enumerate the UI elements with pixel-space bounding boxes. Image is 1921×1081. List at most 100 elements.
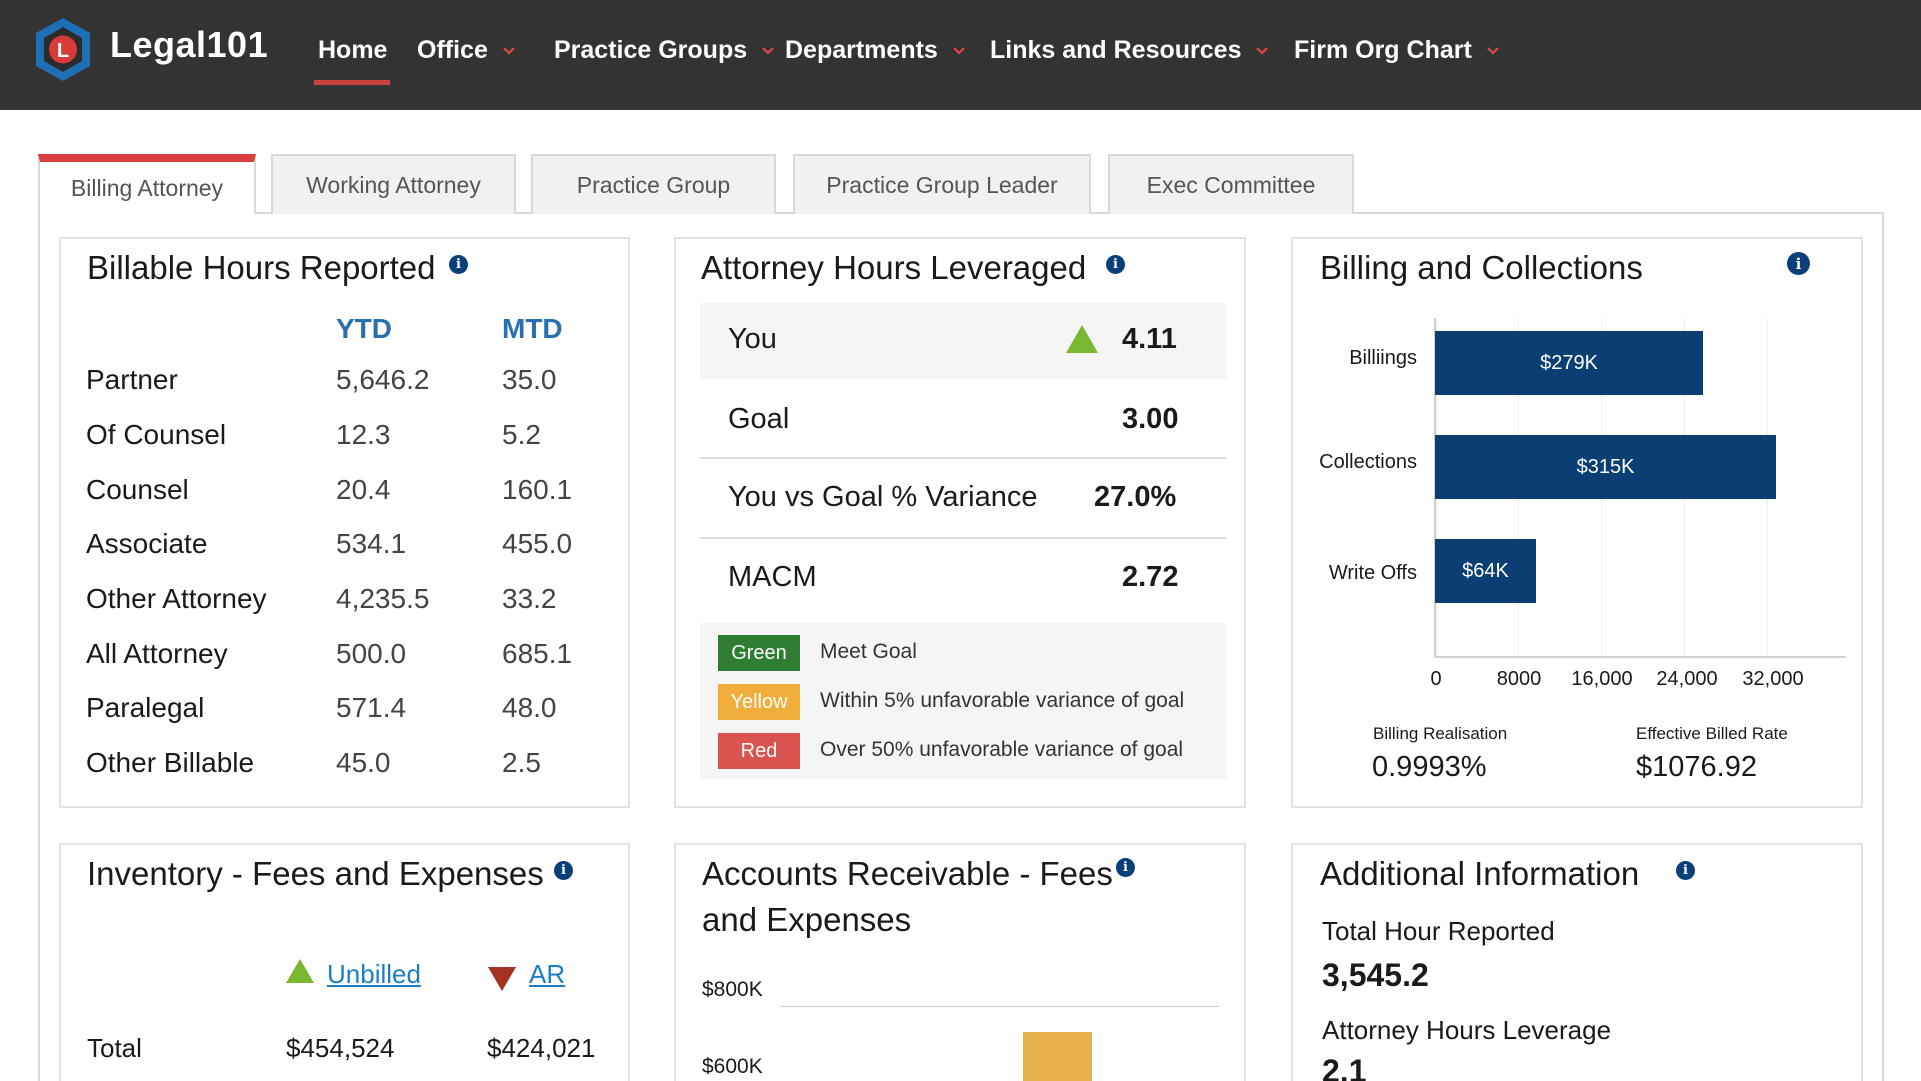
info-icon[interactable]: i [1116,858,1135,877]
row-label-other-attorney: Other Attorney [86,583,267,614]
bar-billings[interactable]: $279K [1435,331,1703,395]
leverage-value-you: 4.11 [1122,323,1177,355]
billing-collections-title: Billing and Collections [1320,249,1643,286]
brand-name[interactable]: Legal101 [110,24,269,65]
total-unbilled: $454,524 [286,1033,395,1063]
other-billable-mtd: 2.5 [502,747,541,778]
x-axis-line [1434,656,1846,658]
additional-info-title: Additional Information [1320,855,1640,892]
associate-mtd: 455.0 [502,528,573,559]
info-icon[interactable]: i [1676,861,1695,880]
nav-home[interactable]: Home [318,36,388,64]
counsel-mtd: 160.1 [502,474,573,505]
total-label: Total [87,1033,142,1063]
paralegal-mtd: 48.0 [502,692,557,723]
all-attorney-ytd: 500.0 [336,638,407,669]
other-attorney-ytd: 4,235.5 [336,583,430,614]
row-label-paralegal: Paralegal [86,692,205,723]
inventory-card [59,843,630,1081]
other-attorney-mtd: 33.2 [502,583,557,614]
gridline [780,1006,1219,1007]
x-tick-label: 24,000 [1656,668,1718,690]
nav-firm-org-chart[interactable]: Firm Org Chart [1294,36,1500,65]
tab-billing-attorney[interactable]: Billing Attorney [38,154,256,214]
row-label-other-billable: Other Billable [86,747,255,778]
triangle-up-icon [1066,325,1098,353]
tab-practice-group[interactable]: Practice Group [531,154,776,214]
x-tick-label: 32,000 [1742,668,1804,690]
legend-swatch-green: Green [718,635,800,671]
of-counsel-ytd: 12.3 [336,419,391,450]
row-label-of-counsel: Of Counsel [86,419,227,450]
legend-text-yellow: Within 5% unfavorable variance of goal [820,689,1185,712]
leverage-title: Attorney Hours Leveraged [701,249,1087,286]
y-tick-label: $800K [702,978,763,1001]
partner-mtd: 35.0 [502,364,557,395]
bar-write-offs[interactable]: $64K [1435,539,1536,603]
tab-exec-committee[interactable]: Exec Committee [1108,154,1354,214]
ar-link[interactable]: AR [529,959,566,989]
partner-ytd: 5,646.2 [336,364,430,395]
leverage-label-variance: You vs Goal % Variance [728,481,1038,513]
unbilled-link[interactable]: Unbilled [327,959,421,989]
effective-rate-label: Effective Billed Rate [1636,724,1788,743]
leverage-value-goal: 3.00 [1122,403,1179,435]
bar-label-billings: Billiings [1349,347,1417,369]
additional-info-card [1291,843,1863,1081]
chevron-down-icon [503,46,515,55]
leverage-value-macm: 2.72 [1122,561,1179,593]
x-tick-label: 16,000 [1571,668,1633,690]
billing-realisation-label: Billing Realisation [1373,724,1508,743]
of-counsel-mtd: 5.2 [502,419,541,450]
other-billable-ytd: 45.0 [336,747,391,778]
ar-title-line2: and Expenses [702,901,912,938]
chevron-down-icon [762,46,774,55]
divider [700,537,1226,539]
paralegal-ytd: 571.4 [336,692,407,723]
nav-practice-groups[interactable]: Practice Groups [554,36,775,65]
logo-letter: L [57,40,69,62]
counsel-ytd: 20.4 [336,474,391,505]
billing-realisation-value: 0.9993% [1372,751,1487,783]
x-tick-label: 0 [1430,668,1442,690]
hours-leverage-label: Attorney Hours Leverage [1322,1015,1612,1045]
total-ar: $424,021 [487,1033,596,1063]
legend-text-green: Meet Goal [820,640,917,663]
tab-practice-group-leader[interactable]: Practice Group Leader [793,154,1091,214]
effective-rate-value: $1076.92 [1636,751,1757,783]
row-label-all-attorney: All Attorney [86,638,228,669]
info-icon[interactable]: i [554,861,573,880]
x-tick-label: 8000 [1496,668,1542,690]
tab-working-attorney[interactable]: Working Attorney [271,154,516,214]
nav-links-resources[interactable]: Links and Resources [990,36,1269,65]
leverage-row-goal: Goal 3.00 [700,381,1226,457]
mtd-header: MTD [502,313,563,344]
leverage-legend: Green Meet Goal Yellow Within 5% unfavor… [700,623,1226,779]
total-hours-value: 3,545.2 [1322,957,1429,993]
legend-text-red: Over 50% unfavorable variance of goal [820,738,1184,761]
all-attorney-mtd: 685.1 [502,638,573,669]
ar-title-line1: Accounts Receivable - Fees [702,855,1113,892]
total-hours-label: Total Hour Reported [1322,916,1555,946]
info-icon[interactable]: i [1106,255,1125,274]
info-icon[interactable]: i [1787,252,1810,275]
bar-label-write-offs: Write Offs [1328,562,1417,584]
leverage-label-goal: Goal [728,403,790,435]
leverage-label-macm: MACM [728,561,817,593]
info-icon[interactable]: i [449,255,468,274]
leverage-value-variance: 27.0% [1094,481,1177,513]
ar-bar[interactable] [1023,1032,1092,1081]
divider [700,457,1226,459]
leverage-row-macm: MACM 2.72 [700,541,1226,617]
billable-hours-title: Billable Hours Reported [87,249,436,286]
bar-collections[interactable]: $315K [1435,435,1776,499]
accounts-receivable-card [674,843,1246,1081]
triangle-up-icon [286,959,314,983]
leverage-row-you: You 4.11 [700,303,1226,379]
nav-office[interactable]: Office [417,36,516,65]
chevron-down-icon [1256,46,1269,55]
nav-departments[interactable]: Departments [785,36,966,65]
legal101-logo-icon[interactable]: L [33,16,93,83]
bar-label-collections: Collections [1319,451,1417,473]
y-tick-label: $600K [702,1055,763,1078]
